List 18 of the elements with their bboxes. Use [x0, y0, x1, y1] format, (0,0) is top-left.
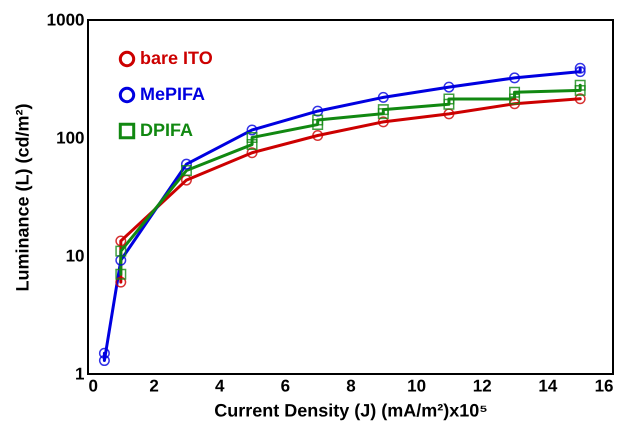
- y-tick-label: 1: [75, 364, 84, 384]
- legend-label: MePIFA: [140, 84, 206, 104]
- x-tick-label: 10: [407, 376, 426, 396]
- x-tick-label: 2: [149, 376, 159, 396]
- legend-label: DPIFA: [140, 120, 194, 140]
- x-tick-label: 12: [472, 376, 492, 396]
- x-tick-label: 14: [538, 376, 558, 396]
- x-tick-label: 4: [215, 376, 226, 396]
- y-tick-label: 1000: [46, 10, 84, 30]
- y-tick-label: 10: [66, 246, 84, 266]
- x-tick-label: 0: [88, 376, 98, 396]
- x-axis-title: Current Density (J) (mA/m²)x10⁵: [214, 400, 488, 420]
- y-tick-label: 100: [56, 128, 84, 148]
- y-axis-title: Luminance (L) (cd/m²): [12, 103, 33, 292]
- x-tick-label: 8: [346, 376, 356, 396]
- x-tick-label: 16: [594, 376, 614, 396]
- legend-label: bare ITO: [140, 48, 213, 68]
- x-tick-label: 6: [280, 376, 290, 396]
